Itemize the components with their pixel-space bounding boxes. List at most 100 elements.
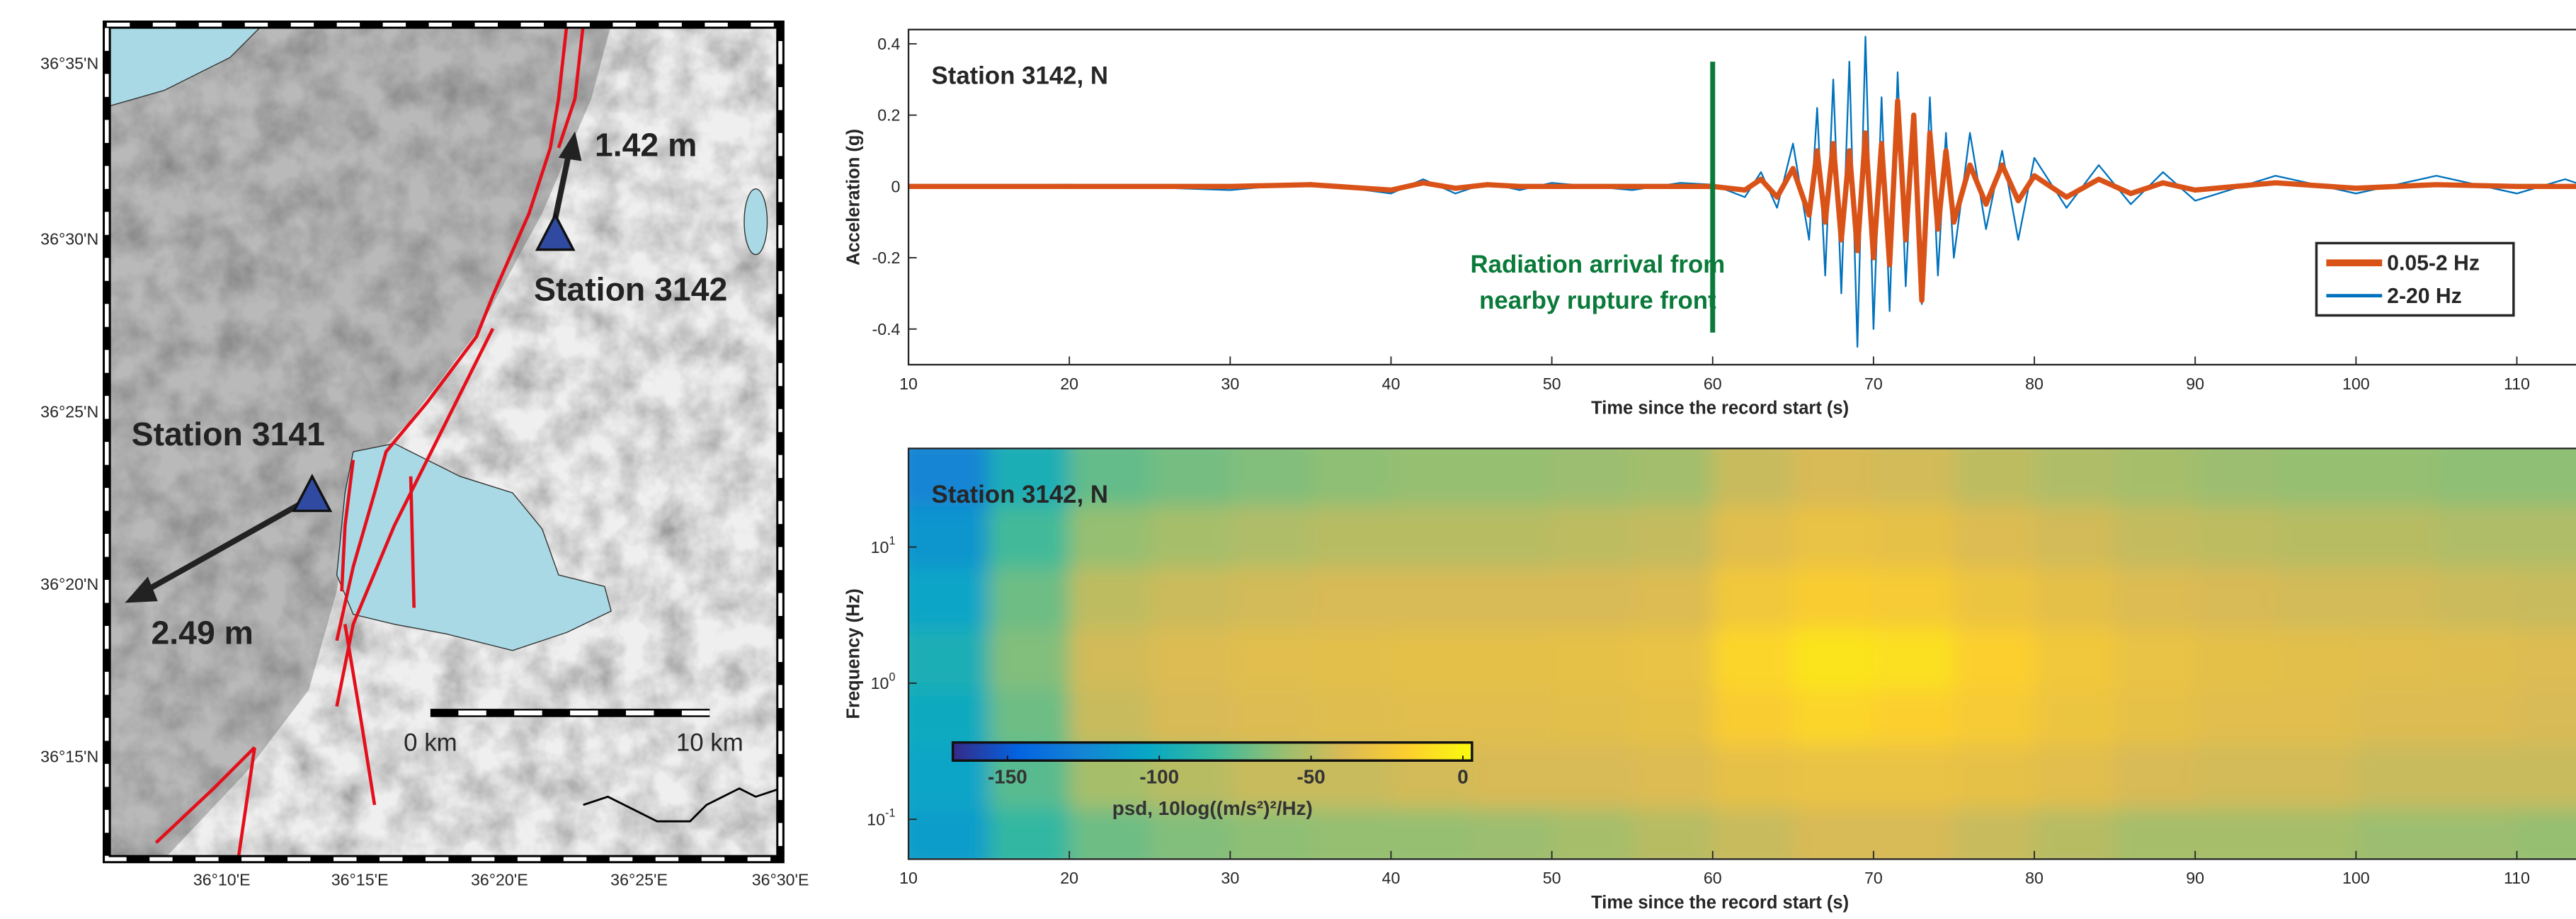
heatmap-cell [1632,807,1714,860]
heatmap-cell [1471,567,1553,629]
heatmap-cell [1551,688,1634,746]
plot-area [908,448,2576,860]
heatmap-cell [1230,688,1312,746]
x-tick-label: 100 [2342,869,2370,887]
heatmap-cell [1954,744,2036,809]
heatmap-cell [2517,448,2576,506]
y-tick-label: 100 [871,670,896,692]
heatmap-cell [2114,567,2196,629]
heatmap-cell [2034,628,2116,690]
heatmap-cell [908,628,990,690]
heatmap-cell [988,448,1071,506]
heatmap-cell [1873,505,1955,569]
lake [336,443,612,651]
map: 1.42 m Station 3142 Station 3141 2.49 m … [106,24,781,860]
heatmap-cell [1310,807,1392,860]
displacement-label: 2.49 m [151,614,253,651]
heatmap-cell [1310,628,1392,690]
heatmap-cell [1873,744,1955,809]
heatmap-cell [1954,567,2036,629]
series-line [908,98,2576,304]
arrow-head [125,576,158,603]
heatmap-cell [1632,688,1714,746]
panel-title: Station 3142, N [932,481,1108,508]
heatmap-cell [2034,807,2116,860]
lat-label: 36°15'N [40,748,98,766]
heatmap-cell [1391,688,1473,746]
scale-label: 10 km [676,729,743,756]
heatmap-cell [2195,744,2276,809]
lat-label: 36°35'N [40,54,98,72]
heatmap-cell [2517,807,2576,860]
scale-label: 0 km [404,729,457,756]
lon-label: 36°10'E [193,871,251,889]
heatmap-cell [1954,807,2036,860]
y-tick-label: -0.4 [872,320,900,338]
x-tick-label: 40 [1382,375,1401,393]
legend-box [2315,241,2515,317]
x-tick-label: 60 [1704,375,1722,393]
heatmap-cell [1471,807,1553,860]
x-tick-label: 30 [1221,869,1239,887]
displacement-arrow [143,498,307,594]
x-axis-label: Time since the record start (s) [1591,399,1849,418]
heatmap-cell [1551,505,1634,569]
tick-base: 10 [871,674,889,692]
x-tick-label: 30 [1221,375,1239,393]
heatmap-cell [1471,628,1553,690]
heatmap-cell [1793,448,1875,506]
relief [106,24,612,860]
heatmap-cell [2436,505,2518,569]
heatmap-cell [1391,505,1473,569]
heatmap-cell [2034,688,2116,746]
heatmap-cell [2195,628,2276,690]
heatmap-cell [2114,628,2196,690]
heatmap-cell [1069,807,1151,860]
heatmap-cell [2034,567,2116,629]
heatmap-cell [2275,448,2357,506]
colorbar-tick-label: -50 [1297,766,1326,788]
heatmap-cell [2195,807,2276,860]
heatmap-cell [2517,688,2576,746]
heatmap-cell [2517,567,2576,629]
heatmap-cell [2436,807,2518,860]
heatmap-cell [1793,807,1875,860]
y-tick-label: -0.2 [872,249,900,267]
heatmap-cell [2356,807,2438,860]
x-tick-label: 50 [1543,375,1561,393]
displacement-arrow [552,147,574,219]
x-tick-label: 90 [2186,869,2204,887]
heatmap-cell [1149,807,1231,860]
colorbar-tick-label: -100 [1139,766,1179,788]
lon-label: 36°25'E [610,871,668,889]
heatmap-cell [2517,744,2576,809]
heatmap-cell [1632,505,1714,569]
y-axis-label: Frequency (Hz) [843,588,863,719]
x-tick-label: 60 [1704,869,1722,887]
charts: -0.4 -0.2 0 0.2 0.4 Radiation arrival from nea… [843,28,2576,913]
displacement-label: 1.42 m [595,126,697,163]
x-tick-label: 110 [2504,375,2530,393]
lat-label: 36°30'N [40,230,98,249]
heatmap-cell [1069,505,1151,569]
x-tick-label: 70 [1864,869,1883,887]
faults [154,24,585,860]
heatmap-cell [2517,505,2576,569]
heatmap-cell [2114,807,2196,860]
heatmap-cell [908,688,990,746]
x-tick-label: 20 [1060,375,1078,393]
tick-exponent: 1 [889,535,895,547]
heatmap-cell [2114,448,2196,506]
map-labels: 36°35'N 36°30'N 36°25'N 36°20'N 36°15'N 36°10… [40,54,809,889]
colorbar-label: psd, 10log((m/s²)²/Hz) [1112,797,1313,819]
station-label: Station 3142 [534,271,727,308]
colorbar-tick-label: -150 [988,766,1027,788]
heatmap-cell [1230,807,1312,860]
heatmap-cell [1230,628,1312,690]
heatmap-cell [1954,688,2036,746]
x-axis-label: Time since the record start (s) [1591,893,1849,913]
heatmap-cell [1149,448,1231,506]
heatmap-cell [1551,448,1634,506]
lat-label: 36°20'N [40,575,98,593]
